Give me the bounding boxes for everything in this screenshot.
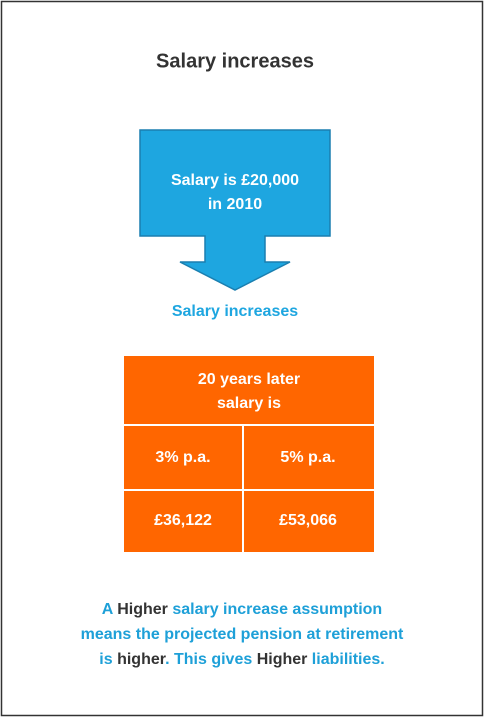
table-cell: 5% p.a.	[280, 449, 335, 466]
arrow-callout	[139, 129, 331, 291]
title: Salary increases	[156, 50, 314, 72]
text-run: means the projected pension at retiremen…	[81, 626, 404, 643]
conclusion-line: A Higher salary increase assumption	[102, 601, 382, 618]
text-run: salary increase assumption	[168, 601, 382, 618]
step-label: Salary increases	[172, 303, 298, 320]
emphasis-text: higher	[117, 651, 166, 668]
table: 20 years later salary is 3% p.a. 5% p.a.…	[124, 356, 374, 552]
start-line: Salary is £20,000	[171, 172, 299, 189]
text-run: . This gives	[165, 651, 257, 668]
start-line: in 2010	[208, 196, 262, 213]
conclusion-line: means the projected pension at retiremen…	[81, 626, 404, 643]
table-header: 20 years later	[198, 371, 300, 388]
text-run: liabilities.	[307, 651, 384, 668]
text-run: A	[102, 601, 117, 618]
table-bg	[124, 356, 374, 552]
emphasis-text: Higher	[117, 601, 168, 618]
table-cell: £53,066	[279, 512, 337, 529]
conclusion-line: is higher. This gives Higher liabilities…	[99, 651, 384, 668]
table-header: salary is	[217, 395, 281, 412]
table-cell: £36,122	[154, 512, 212, 529]
text-run: is	[99, 651, 117, 668]
emphasis-text: Higher	[257, 651, 308, 668]
table-cell: 3% p.a.	[155, 449, 210, 466]
conclusion: A Higher salary increase assumption means…	[81, 601, 404, 668]
